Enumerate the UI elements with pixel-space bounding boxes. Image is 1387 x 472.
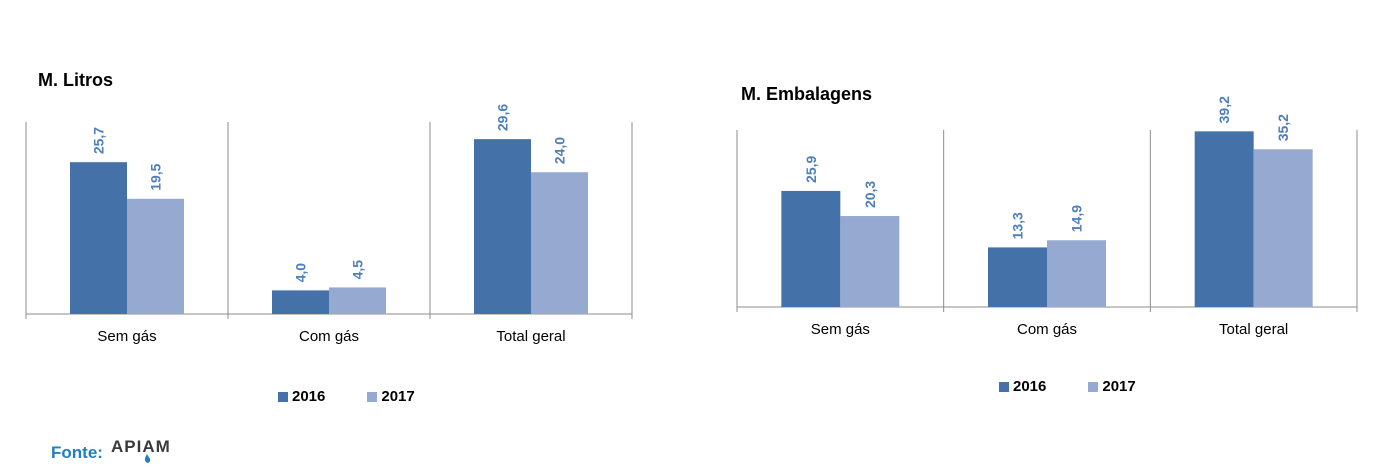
data-label: 24,0 [552,137,568,164]
chart-title-embalagens: M. Embalagens [741,84,873,104]
legend-label-2016: 2016 [292,388,326,405]
legend-swatch-2017 [1088,381,1099,392]
bar-2016 [781,190,841,307]
bar-2017 [329,287,386,314]
bar-2016 [988,247,1047,307]
data-label: 25,9 [803,155,819,182]
bar-2017 [127,198,184,314]
data-label: 13,3 [1010,212,1026,239]
bar-2016 [70,162,127,314]
legend-item-2017: 2017 [1088,378,1136,395]
category-label: Sem gás [811,321,870,338]
svg-text:APIAM: APIAM [111,437,171,456]
category-label: Sem gás [97,328,156,345]
source-label: Fonte: [51,442,103,462]
data-label: 4,5 [350,260,366,280]
data-label: 29,6 [495,104,511,131]
data-label: 20,3 [862,181,878,208]
bar-2016 [1194,131,1254,307]
category-label: Total geral [1219,321,1288,338]
bar-2017 [1047,240,1106,307]
bar-2017 [1253,149,1313,307]
legend-swatch-2016 [278,391,288,402]
source: Fonte: APIAM [51,434,181,471]
legend-item-2017: 2017 [367,388,415,405]
category-label: Com gás [1017,321,1077,338]
apiam-logo-graphic: APIAM [111,437,171,463]
data-label: 25,7 [91,127,107,154]
data-label: 14,9 [1069,205,1085,232]
legend-item-2016: 2016 [278,388,325,405]
bar-2017 [531,172,588,314]
bar-2016 [272,290,329,314]
data-label: 19,5 [148,163,164,190]
bar-2017 [840,216,900,307]
data-label: 35,2 [1275,114,1291,141]
legend-embalagens: 2016 2017 [999,378,1178,395]
legend-label-2017: 2017 [1102,378,1136,395]
legend-litros: 2016 2017 [278,388,457,405]
legend-item-2016: 2016 [999,378,1046,395]
legend-label-2017: 2017 [381,388,415,405]
data-label: 4,0 [293,263,309,283]
legend-label-2016: 2016 [1013,378,1047,395]
water-drop-icon [144,454,151,463]
legend-swatch-2016 [999,381,1009,392]
data-label: 39,2 [1216,96,1232,123]
chart-title-litros: M. Litros [38,70,113,90]
bar-2016 [474,139,531,314]
category-label: Total geral [496,328,565,345]
apiam-logo: APIAM [111,434,181,471]
category-label: Com gás [299,328,359,345]
legend-swatch-2017 [367,391,378,402]
